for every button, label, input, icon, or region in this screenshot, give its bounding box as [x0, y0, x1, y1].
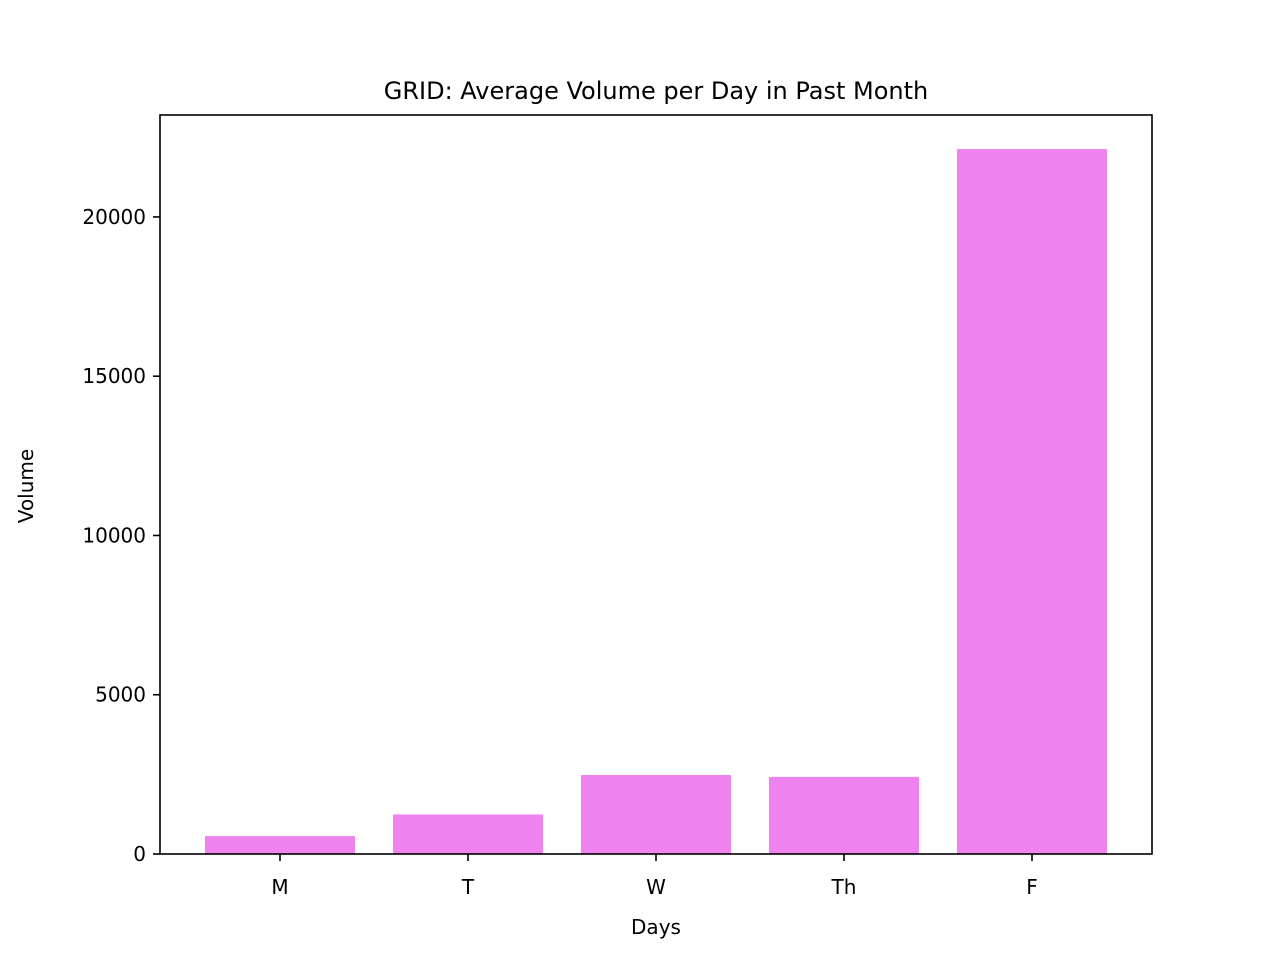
x-axis-label: Days: [631, 915, 681, 939]
ticks-layer: M T W Th F 0 5000 10000 15000 20000: [82, 205, 1037, 899]
x-tick-label: T: [461, 875, 475, 899]
y-tick-label: 20000: [82, 205, 146, 229]
x-tick-label: M: [271, 875, 288, 899]
plot-frame: [159, 114, 1153, 855]
bar-t: [393, 814, 543, 854]
chart-title: GRID: Average Volume per Day in Past Mon…: [384, 77, 929, 105]
x-tick-label: F: [1026, 875, 1038, 899]
x-tick-label: W: [646, 875, 666, 899]
bar-m: [205, 836, 355, 854]
bar-w: [581, 775, 731, 854]
y-tick-label: 15000: [82, 364, 146, 388]
bars-layer: [205, 149, 1107, 854]
y-tick-label: 10000: [82, 523, 146, 547]
bar-th: [769, 776, 919, 854]
y-tick-label: 0: [133, 842, 146, 866]
bar-f: [957, 149, 1107, 854]
y-tick-label: 5000: [95, 683, 146, 707]
y-axis-label: Volume: [14, 449, 38, 523]
x-tick-label: Th: [831, 875, 857, 899]
